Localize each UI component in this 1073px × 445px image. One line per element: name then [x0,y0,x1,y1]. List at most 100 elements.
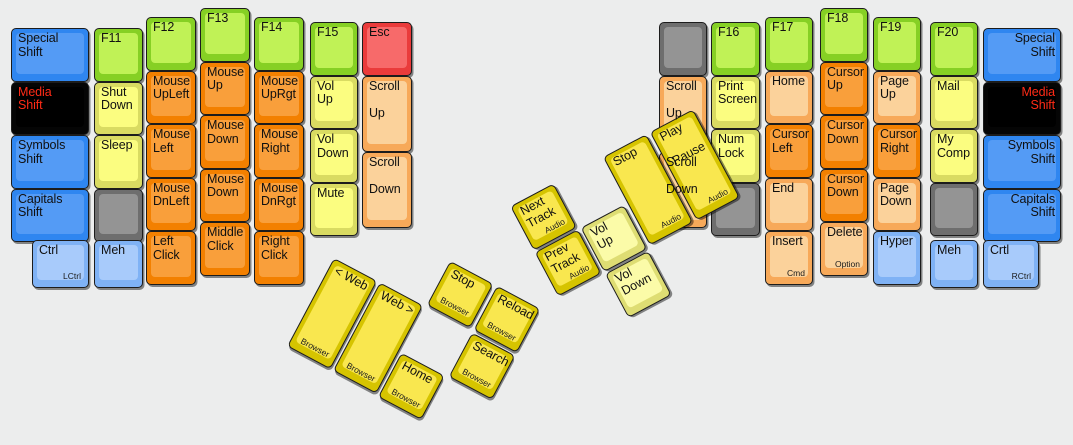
key-media-shift[interactable]: Media Shift [983,81,1061,135]
key-print-screen[interactable]: Print Screen [711,75,760,129]
key-label: Media Shift [1021,84,1055,112]
key-mouse-left[interactable]: Mouse Left [146,124,196,178]
key-f15[interactable]: F15 [310,22,358,76]
key-label: Crtl [990,243,1010,257]
key-esc[interactable]: Esc [362,22,412,76]
key-insert[interactable]: Insert Cmd [765,231,813,285]
key-special-shift[interactable]: Special Shift [983,28,1061,82]
key-label: Hyper [880,234,913,248]
key-page-down[interactable]: Page Down [873,177,921,231]
key-label: Delete [827,225,863,239]
key-mail[interactable]: Mail [930,75,978,129]
key-blank[interactable] [659,22,707,76]
key-hyper[interactable]: Hyper [873,231,921,285]
key-f20[interactable]: F20 [930,22,978,76]
key-mouse-down[interactable]: Mouse Down [200,115,250,169]
key-label: Stop [448,266,478,292]
key-mouse-up[interactable]: Mouse Up [200,61,250,115]
key-label: Vol Down [317,132,349,160]
key-mouse-dnrgt[interactable]: Mouse DnRgt [254,177,304,231]
key-sublabel: Browser [485,319,518,344]
key-special-shift[interactable]: Special Shift [11,28,89,82]
key-mouse-down[interactable]: Mouse Down [200,168,250,222]
key-symbols-shift[interactable]: Symbols Shift [11,135,89,189]
key-cursor-up[interactable]: Cursor Up [820,61,868,115]
key-mute[interactable]: Mute [310,182,358,236]
key-my-comp[interactable]: My Comp [930,129,978,183]
key-ctrl[interactable]: Ctrl LCtrl [32,240,89,288]
key-label: Mouse DnRgt [261,180,299,208]
key-label: End [772,180,794,195]
key-cursor-down[interactable]: Cursor Down [820,168,868,222]
key-cursor-down[interactable]: Cursor Down [820,115,868,169]
key-meh[interactable]: Meh [94,240,143,288]
key-label: Mouse DnLeft [153,180,191,208]
keyboard-layout-canvas: Special Shift Media Shift Symbols Shift Cap… [11,8,1061,420]
key-f12[interactable]: F12 [146,17,196,71]
key-f11[interactable]: F11 [94,28,143,82]
key-cursor-left[interactable]: Cursor Left [765,124,813,178]
key-f14[interactable]: F14 [254,17,304,71]
key-label: Home [772,73,805,88]
key-vol-down[interactable]: Vol Down [310,129,358,183]
key-scroll-down[interactable]: Scroll Down [362,151,412,228]
key-sleep[interactable]: Sleep [94,135,143,189]
key-label: F18 [827,11,849,25]
key-f16[interactable]: F16 [711,22,760,76]
key-cursor-right[interactable]: Cursor Right [873,124,921,178]
key-label: < Web [332,263,371,294]
key-label: F17 [772,20,794,34]
key-symbols-shift[interactable]: Symbols Shift [983,135,1061,189]
key-sublabel: RCtrl [1011,271,1031,281]
key-capitals-shift[interactable]: Capitals Shift [11,188,89,242]
key-shut-down[interactable]: Shut Down [94,81,143,135]
key-label: Insert [772,234,803,248]
key-sublabel: Browser [389,386,423,410]
key-f17[interactable]: F17 [765,17,813,71]
key-label: Page Down [880,180,912,208]
key-label: Scroll Up [666,78,697,120]
key-delete[interactable]: Delete Option [820,222,868,276]
key-label: Scroll Down [369,154,401,196]
key-label: Cursor Up [827,64,864,92]
key-f13[interactable]: F13 [200,8,250,62]
key-label: Vol Up [317,78,335,106]
key-label: Stop [610,144,640,169]
key-sublabel: Audio [705,186,730,206]
key-meh[interactable]: Meh [930,240,978,288]
key-blank[interactable] [930,182,978,236]
key-label: Mouse Left [153,127,191,155]
key-crtl[interactable]: Crtl RCtrl [983,240,1039,288]
key-middle-click[interactable]: Middle Click [200,222,250,276]
key-label: Mail [937,78,960,93]
key-label: Special Shift [1014,31,1055,59]
key-mouse-uprgt[interactable]: Mouse UpRgt [254,70,304,124]
key-label: Num Lock [718,132,745,160]
key-capitals-shift[interactable]: Capitals Shift [983,188,1061,242]
key-label: Capitals Shift [18,191,63,219]
key-f19[interactable]: F19 [873,17,921,71]
key-face [935,187,973,228]
key-label: Left Click [153,234,180,262]
key-left-click[interactable]: Left Click [146,231,196,285]
key-sublabel: Browser [299,335,332,360]
key-mouse-dnleft[interactable]: Mouse DnLeft [146,177,196,231]
key-f18[interactable]: F18 [820,8,868,62]
key-right-click[interactable]: Right Click [254,231,304,285]
key-home[interactable]: Home [765,70,813,124]
key-vol-up[interactable]: Vol Up [310,75,358,129]
key-label: Meh [937,243,962,257]
key-label: Cursor Right [880,127,917,155]
key-label: Shut Down [101,84,133,112]
key-label: Cursor Down [827,171,864,199]
key-mouse-right[interactable]: Mouse Right [254,124,304,178]
key-page-up[interactable]: Page Up [873,70,921,124]
key-label: Mouse Down [207,171,245,199]
key-scroll-up[interactable]: Scroll Up [362,75,412,152]
key-mouse-upleft[interactable]: Mouse UpLeft [146,70,196,124]
key-end[interactable]: End [765,177,813,231]
key-blank[interactable] [94,188,143,242]
key-label: Mouse UpRgt [261,73,299,101]
key-media-shift[interactable]: Media Shift [11,81,89,135]
key-label: F11 [101,31,122,45]
